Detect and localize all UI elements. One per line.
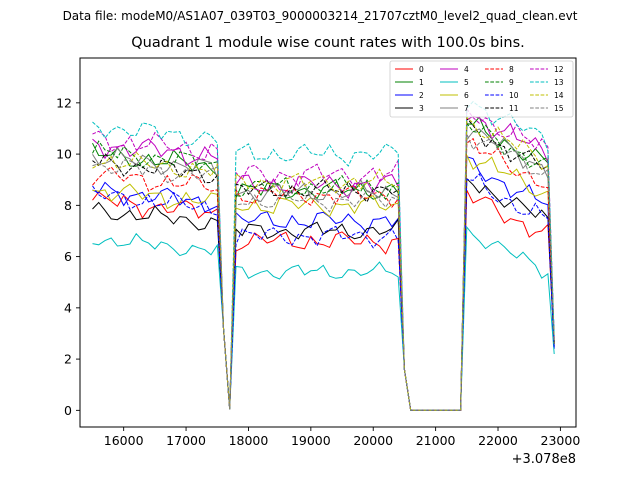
- legend-label-14: 14: [554, 91, 564, 100]
- legend-label-3: 3: [419, 104, 424, 113]
- x-tick-label: 19000: [291, 433, 331, 448]
- x-tick-label: 20000: [353, 433, 393, 448]
- legend-label-7: 7: [464, 104, 469, 113]
- x-tick-label: 22000: [478, 433, 518, 448]
- legend-label-2: 2: [419, 91, 424, 100]
- legend-label-13: 13: [554, 78, 564, 87]
- legend-label-0: 0: [419, 65, 424, 74]
- figure-suptitle: Data file: modeM0/AS1A07_039T03_90000032…: [62, 9, 578, 23]
- series-line-2: [92, 156, 555, 411]
- series-line-6: [92, 154, 555, 411]
- legend-label-8: 8: [509, 65, 514, 74]
- legend-label-4: 4: [464, 65, 469, 74]
- legend-label-9: 9: [509, 78, 514, 87]
- series-line-12: [92, 107, 555, 411]
- x-tick-label: 21000: [416, 433, 456, 448]
- plot-frame: [79, 57, 577, 428]
- x-axis-offset-label: +3.078e8: [511, 452, 576, 467]
- series-line-8: [92, 137, 555, 411]
- x-tick-label: 17000: [166, 433, 206, 448]
- series-line-11: [92, 117, 555, 411]
- series-line-4: [92, 115, 555, 411]
- legend-box: [389, 60, 574, 118]
- series-line-13: [92, 100, 555, 411]
- legend-label-5: 5: [464, 78, 469, 87]
- series-line-3: [92, 177, 555, 411]
- x-tick-label: 18000: [229, 433, 269, 448]
- legend-label-12: 12: [554, 65, 564, 74]
- legend-label-10: 10: [509, 91, 519, 100]
- legend-label-6: 6: [464, 91, 469, 100]
- series-line-14: [92, 116, 555, 411]
- y-tick-label: 0: [64, 403, 72, 418]
- legend-label-15: 15: [554, 104, 564, 113]
- x-tick-label: 23000: [541, 433, 581, 448]
- y-tick-label: 12: [56, 95, 72, 110]
- legend-label-11: 11: [509, 104, 519, 113]
- y-tick-label: 2: [64, 352, 72, 367]
- legend-label-1: 1: [419, 78, 424, 87]
- series-line-0: [92, 189, 555, 411]
- chart-title: Quadrant 1 module wise count rates with …: [131, 35, 525, 51]
- series-line-15: [92, 133, 555, 411]
- x-tick-label: 16000: [104, 433, 144, 448]
- y-tick-label: 10: [56, 147, 72, 162]
- y-tick-label: 4: [64, 300, 72, 315]
- series-line-9: [92, 121, 555, 411]
- series-line-5: [92, 225, 555, 411]
- series-line-10: [92, 173, 555, 411]
- y-tick-label: 8: [64, 198, 72, 213]
- series-lines: [92, 100, 555, 411]
- series-line-7: [92, 128, 555, 411]
- y-tick-label: 6: [64, 249, 72, 264]
